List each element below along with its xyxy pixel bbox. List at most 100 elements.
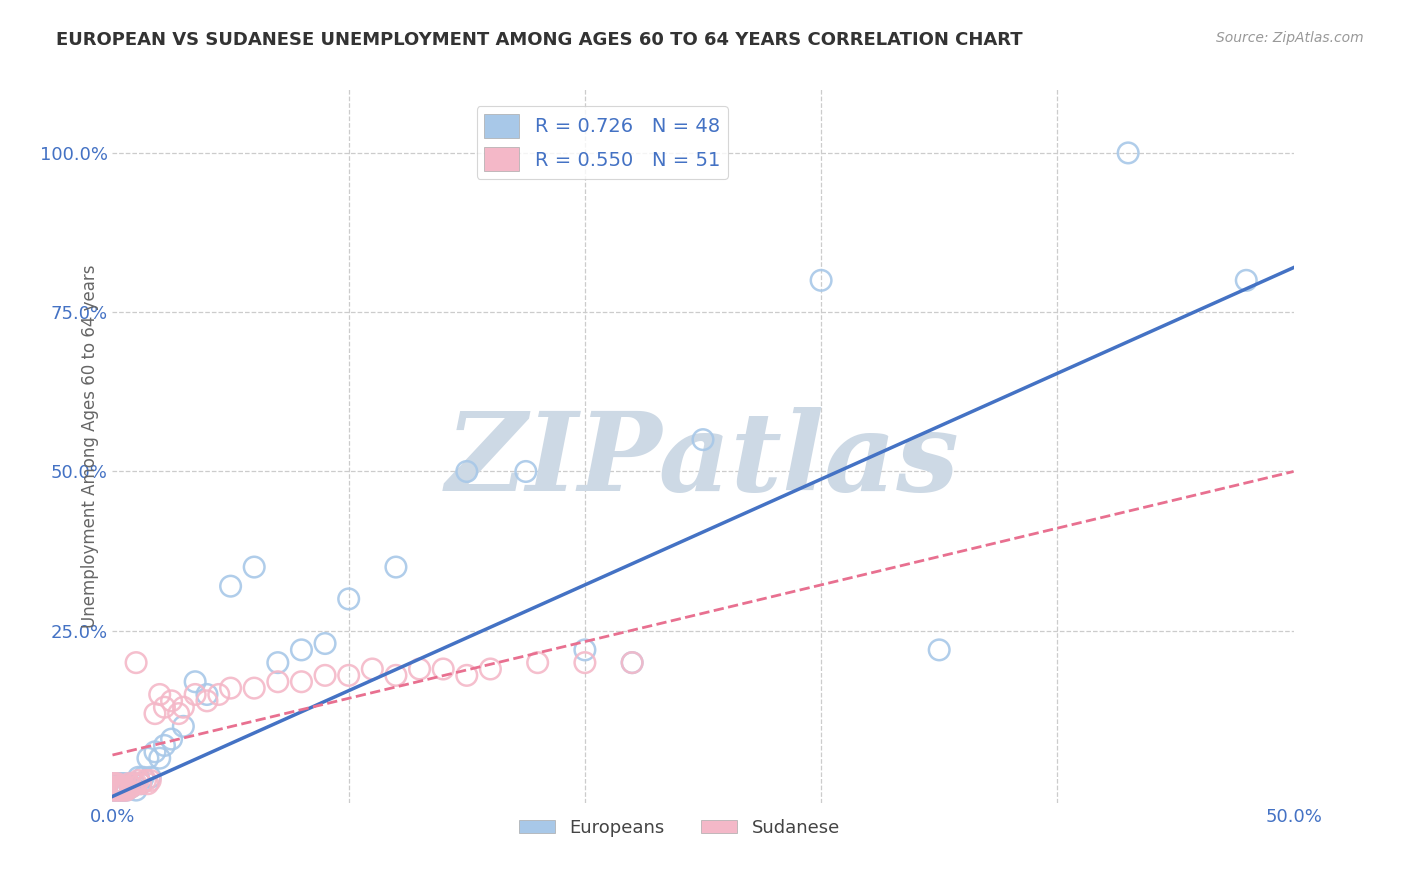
Point — [408, 662, 430, 676]
Point — [104, 777, 127, 791]
Point — [195, 688, 218, 702]
Point — [127, 770, 149, 784]
Point — [267, 674, 290, 689]
Point — [125, 656, 148, 670]
Point — [219, 681, 242, 695]
Point — [243, 560, 266, 574]
Point — [105, 783, 128, 797]
Point — [692, 433, 714, 447]
Point — [101, 780, 124, 794]
Point — [115, 780, 138, 794]
Point — [104, 780, 127, 794]
Point — [574, 643, 596, 657]
Point — [105, 780, 128, 794]
Point — [108, 777, 131, 791]
Point — [112, 783, 135, 797]
Point — [111, 780, 134, 794]
Legend: Europeans, Sudanese: Europeans, Sudanese — [512, 812, 846, 844]
Y-axis label: Unemployment Among Ages 60 to 64 years: Unemployment Among Ages 60 to 64 years — [80, 264, 98, 628]
Point — [1234, 273, 1257, 287]
Point — [479, 662, 502, 676]
Text: ZIPatlas: ZIPatlas — [446, 407, 960, 514]
Point — [385, 560, 408, 574]
Point — [108, 783, 131, 797]
Point — [136, 751, 159, 765]
Point — [112, 777, 135, 791]
Point — [139, 773, 162, 788]
Point — [153, 739, 176, 753]
Point — [101, 777, 124, 791]
Point — [108, 780, 131, 794]
Point — [129, 777, 152, 791]
Point — [112, 783, 135, 797]
Point — [115, 783, 138, 797]
Text: Source: ZipAtlas.com: Source: ZipAtlas.com — [1216, 31, 1364, 45]
Point — [432, 662, 454, 676]
Point — [125, 777, 148, 791]
Point — [267, 656, 290, 670]
Point — [135, 773, 157, 788]
Point — [129, 777, 152, 791]
Point — [101, 783, 124, 797]
Point — [153, 700, 176, 714]
Point — [132, 770, 155, 784]
Point — [361, 662, 384, 676]
Point — [456, 465, 478, 479]
Point — [125, 783, 148, 797]
Point — [118, 777, 141, 791]
Point — [810, 273, 832, 287]
Point — [101, 783, 124, 797]
Point — [160, 732, 183, 747]
Point — [574, 656, 596, 670]
Point — [172, 719, 194, 733]
Point — [115, 783, 138, 797]
Point — [105, 777, 128, 791]
Point — [149, 751, 172, 765]
Point — [104, 777, 127, 791]
Text: EUROPEAN VS SUDANESE UNEMPLOYMENT AMONG AGES 60 TO 64 YEARS CORRELATION CHART: EUROPEAN VS SUDANESE UNEMPLOYMENT AMONG … — [56, 31, 1024, 49]
Point — [456, 668, 478, 682]
Point — [101, 777, 124, 791]
Point — [208, 688, 231, 702]
Point — [111, 783, 134, 797]
Point — [111, 783, 134, 797]
Point — [139, 770, 162, 784]
Point — [120, 780, 142, 794]
Point — [105, 783, 128, 797]
Point — [314, 668, 336, 682]
Point — [184, 674, 207, 689]
Point — [337, 668, 360, 682]
Point — [104, 783, 127, 797]
Point — [195, 694, 218, 708]
Point — [621, 656, 644, 670]
Point — [290, 674, 312, 689]
Point — [160, 694, 183, 708]
Point — [290, 643, 312, 657]
Point — [118, 777, 141, 791]
Point — [167, 706, 190, 721]
Point — [526, 656, 548, 670]
Point — [184, 688, 207, 702]
Point — [515, 465, 537, 479]
Point — [243, 681, 266, 695]
Point — [621, 656, 644, 670]
Point — [219, 579, 242, 593]
Point — [108, 783, 131, 797]
Point — [136, 777, 159, 791]
Point — [112, 780, 135, 794]
Point — [127, 773, 149, 788]
Point — [314, 636, 336, 650]
Point — [111, 777, 134, 791]
Point — [104, 783, 127, 797]
Point — [143, 745, 166, 759]
Point — [105, 780, 128, 794]
Point — [122, 777, 145, 791]
Point — [385, 668, 408, 682]
Point — [172, 700, 194, 714]
Point — [115, 780, 138, 794]
Point — [928, 643, 950, 657]
Point — [108, 780, 131, 794]
Point — [149, 688, 172, 702]
Point — [143, 706, 166, 721]
Point — [120, 780, 142, 794]
